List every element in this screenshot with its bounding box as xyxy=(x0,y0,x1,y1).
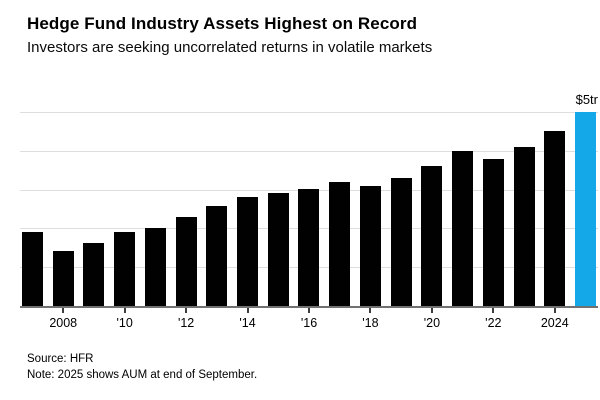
x-tick-label-2022: '22 xyxy=(485,316,502,330)
bar-2021 xyxy=(452,150,474,306)
gridline-4tr xyxy=(20,150,598,152)
bar-2011 xyxy=(144,227,166,306)
x-tick-label-2018: '18 xyxy=(362,316,379,330)
bar-2023 xyxy=(513,146,535,306)
bar-2013 xyxy=(206,205,228,306)
x-tick-label-2016: '16 xyxy=(300,316,318,330)
source-line: Source: HFR xyxy=(27,353,94,365)
x-tick-2024 xyxy=(553,308,556,313)
x-tick-2012 xyxy=(185,308,188,313)
gridline-5tr xyxy=(20,112,598,113)
x-tick-label-2020: '20 xyxy=(423,316,441,330)
value-annotation-5tr: $5tr xyxy=(575,92,598,107)
bar-2025 xyxy=(574,112,596,306)
x-tick-label-2024: 2024 xyxy=(540,316,569,330)
bar-2010 xyxy=(114,231,136,306)
plot-area xyxy=(20,112,598,308)
bar-2008 xyxy=(52,251,74,306)
x-tick-2022 xyxy=(492,308,495,313)
bar-2017 xyxy=(329,181,351,306)
chart-footer: Source: HFR Note: 2025 shows AUM at end … xyxy=(27,351,257,383)
bar-2019 xyxy=(390,177,412,306)
x-tick-label-2012: '12 xyxy=(177,316,195,330)
x-tick-2018 xyxy=(369,308,372,313)
bar-2020 xyxy=(421,166,443,306)
bar-chart: $5tr 2008 '10 '12 '14 '16 '18 '20 '22 2024 xyxy=(20,88,598,338)
x-tick-2010 xyxy=(123,308,126,313)
chart-subtitle: Investors are seeking uncorrelated retur… xyxy=(27,39,433,56)
note-line: Note: 2025 shows AUM at end of September… xyxy=(27,369,258,381)
chart-title: Hedge Fund Industry Assets Highest on Re… xyxy=(27,14,418,33)
x-tick-label-2010: '10 xyxy=(116,316,133,330)
x-tick-2014 xyxy=(246,308,249,313)
bar-2009 xyxy=(83,243,105,306)
x-tick-label-2008: 2008 xyxy=(49,316,78,330)
x-tick-2016 xyxy=(308,308,310,313)
bar-2015 xyxy=(267,193,289,306)
bars-container xyxy=(20,112,598,306)
x-tick-label-2014: '14 xyxy=(239,316,256,330)
bar-2024 xyxy=(544,131,566,306)
bar-2016 xyxy=(298,188,320,306)
bar-2007 xyxy=(22,232,43,306)
bar-2018 xyxy=(359,185,381,306)
x-tick-2008 xyxy=(62,308,65,313)
bar-2012 xyxy=(175,216,197,306)
annotation-row: $5tr xyxy=(20,88,598,112)
bar-2014 xyxy=(237,197,259,306)
x-axis: 2008 '10 '12 '14 '16 '18 '20 '22 2024 xyxy=(20,308,598,338)
x-tick-2020 xyxy=(430,308,433,313)
bar-2022 xyxy=(482,158,504,306)
